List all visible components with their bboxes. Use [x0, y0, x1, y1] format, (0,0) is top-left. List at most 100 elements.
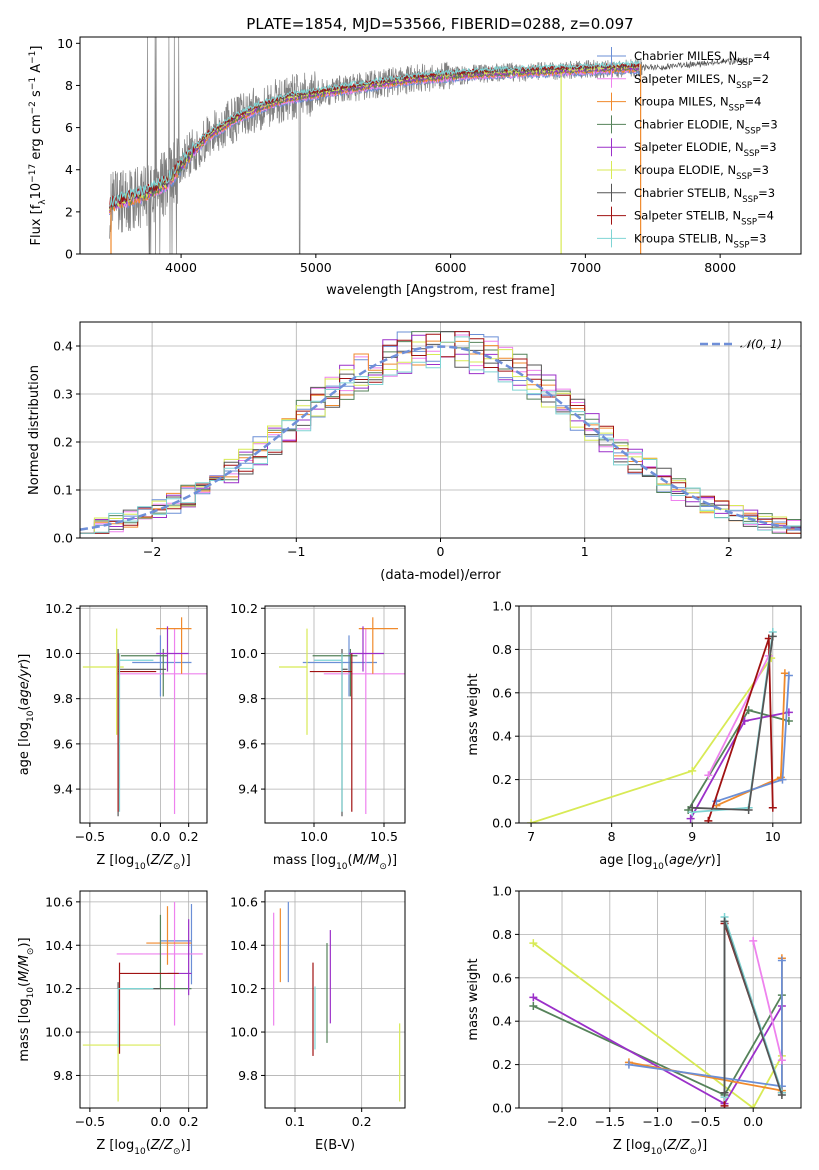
plus-marker: [777, 1090, 786, 1099]
plot-area: [82, 901, 203, 1102]
axes-frame: [518, 605, 802, 824]
x-axis-label: mass [log10(M/M⊙)]: [273, 853, 397, 872]
x-tick-label: −1.5: [595, 1114, 625, 1129]
label-part: age [log: [599, 853, 652, 868]
x-tick-label: −1: [287, 544, 305, 559]
plus-marker: [704, 816, 713, 823]
plus-marker: [784, 671, 793, 680]
label-part: erg cm: [29, 114, 44, 163]
y-tick-label: 2: [65, 204, 73, 219]
label-part: E(B-V): [315, 1138, 355, 1153]
panel-age_vs_mass: 10.0 10.5 9.4 9.6 9.8 10.0 10.2 mass [log10(M/M…: [230, 601, 406, 872]
error-bar-point: [120, 648, 168, 697]
label-part: Z/Z: [150, 1138, 174, 1153]
mass-weight-line: [532, 942, 783, 1108]
label-part: (: [146, 1138, 151, 1153]
x-tick-label: 7000: [569, 260, 601, 275]
label-part: age [log: [17, 722, 32, 775]
label-part: age/yr: [17, 662, 32, 705]
legend-entry: Kroupa STELIB, NSSP=3: [597, 229, 766, 250]
error-bar-point: [117, 988, 154, 1048]
y-tick-label: 0.4: [492, 729, 512, 744]
x-tick-label: −2.0: [547, 1114, 577, 1129]
plot-area: [527, 628, 793, 823]
axes-frame: [264, 890, 406, 1109]
model-spectrum: [109, 63, 640, 210]
label-part: −1: [28, 77, 38, 90]
legend-label: Chabrier STELIB, NSSP=3: [634, 186, 775, 205]
legend-label: Kroupa MILES, NSSP=4: [634, 95, 761, 114]
x-tick-label: 10: [765, 829, 781, 844]
x-axis-label: Z [log10(Z/Z⊙)]: [613, 1138, 707, 1157]
plus-marker: [768, 803, 777, 812]
y-tick-label: 10: [57, 36, 73, 51]
x-tick-label: 9: [688, 829, 696, 844]
x-tick-label: 0.0: [743, 1114, 763, 1129]
y-tick-label: 10.2: [45, 981, 73, 996]
axes-frame: [518, 890, 802, 1109]
y-axis-label: age [log10(age/yr)]: [17, 654, 36, 776]
label-part: −2: [28, 101, 38, 114]
figure-title: PLATE=1854, MJD=53566, FIBERID=0288, z=0…: [246, 15, 633, 33]
label-part: )]: [711, 853, 721, 868]
plus-marker: [686, 814, 695, 823]
x-tick-label: −0.5: [75, 1114, 105, 1129]
axes-frame: [79, 36, 802, 255]
x-tick-label: 10.0: [300, 829, 328, 844]
label-part: (: [17, 706, 32, 711]
x-tick-label: −1.0: [642, 1114, 672, 1129]
y-tick-label: 0.2: [492, 772, 512, 787]
legend-label: Chabrier ELODIE, NSSP=3: [634, 117, 778, 136]
plus-marker: [529, 993, 538, 1002]
label-part: Z [log: [96, 853, 134, 868]
plot-area: [82, 617, 207, 817]
axes-frame: [79, 605, 208, 824]
label-part: ]: [29, 46, 44, 51]
error-bar-point: [302, 635, 377, 697]
label-part: A: [29, 64, 44, 77]
x-tick-label: 0.2: [352, 1114, 372, 1129]
y-tick-label: 8: [65, 78, 73, 93]
y-tick-label: 0.0: [53, 531, 73, 546]
label-part: (: [348, 853, 353, 868]
error-bar-point: [82, 1023, 161, 1102]
panel-spectrum: 4000 5000 6000 7000 8000 0 2 4 6 8 10 wavelength [A…: [28, 36, 802, 298]
x-tick-label: 0.1: [285, 1114, 305, 1129]
x-axis-label: E(B-V): [315, 1138, 355, 1153]
error-bar-point: [314, 653, 343, 812]
legend-entry: Chabrier STELIB, NSSP=3: [597, 183, 775, 205]
error-bar-point: [309, 653, 353, 812]
label-part: (: [146, 853, 151, 868]
panel-mass_vs_ebv: 0.1 0.2 9.8 10.0 10.2 10.4 10.6 E(B-V): [230, 890, 406, 1153]
y-axis-label: mass weight: [466, 673, 481, 755]
y-tick-label: 10.0: [230, 646, 258, 661]
error-bar-point: [323, 628, 405, 814]
label-part: λ: [38, 199, 48, 205]
x-axis-label: Z [log10(Z/Z⊙)]: [96, 853, 190, 872]
y-tick-label: 0.2: [53, 435, 73, 450]
error-bar-point: [120, 914, 192, 990]
label-part: M/M: [17, 955, 32, 982]
legend-label: Chabrier MILES, NSSP=4: [634, 49, 770, 68]
error-bar-point: [116, 628, 207, 814]
y-tick-label: 0.0: [492, 1101, 512, 1116]
error-bar-point: [279, 628, 308, 735]
error-bar-point: [358, 617, 398, 674]
panel-age_vs_Z: −0.5 0.0 0.29.49.69.810.010.2Z [log10(Z/Z⊙…: [17, 601, 208, 872]
plus-marker: [778, 775, 787, 784]
label-part: )]: [697, 1138, 707, 1153]
plus-marker: [777, 956, 786, 965]
label-part: ⊙: [173, 1147, 181, 1157]
y-tick-label: 9.8: [53, 1068, 73, 1083]
label-part: 10: [26, 987, 36, 999]
y-tick-label: 10.0: [45, 646, 73, 661]
label-part: 10: [134, 1147, 146, 1157]
plus-marker: [529, 939, 538, 948]
plus-marker: [768, 632, 777, 641]
error-bar-point: [118, 962, 179, 1054]
y-axis-label: mass weight: [466, 958, 481, 1040]
plus-marker: [529, 1002, 538, 1011]
plus-marker: [684, 805, 693, 814]
